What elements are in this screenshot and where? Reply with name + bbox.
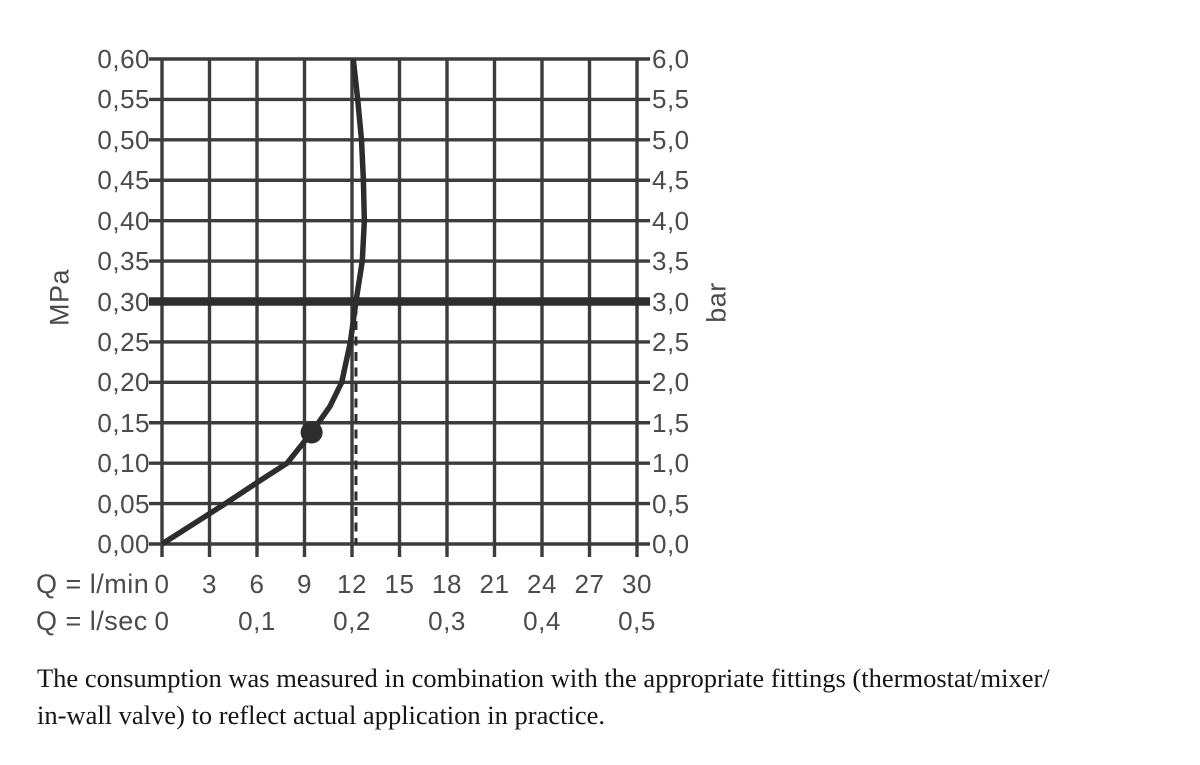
x-axis-lmin-tick-label: 21	[479, 569, 510, 599]
y-axis-right-tick-label: 3,5	[652, 246, 690, 277]
y-axis-left-tick-label: 0,35	[97, 246, 150, 277]
y-axis-right-tick-label: 5,5	[652, 84, 690, 115]
x-axis-lsec-tick-label: 0,3	[428, 606, 466, 636]
caption: The consumption was measured in combinat…	[37, 660, 1187, 734]
y-axis-right-tick-label: 4,0	[652, 205, 690, 236]
y-axis-right-tick-label: 1,0	[652, 448, 690, 479]
y-axis-left-tick-label: 0,10	[97, 448, 150, 479]
y-axis-left-tick-label: 0,45	[97, 165, 150, 196]
y-axis-left-tick-label: 0,00	[97, 529, 150, 559]
y-axis-right-tick-label: 0,0	[652, 529, 690, 559]
y-axis-right-tick-label: 0,5	[652, 488, 690, 519]
y-axis-left-tick-label: 0,40	[97, 205, 150, 236]
y-axis-left-tick-label: 0,30	[97, 286, 150, 317]
y-axis-right-unit-label: bar	[701, 282, 732, 323]
y-axis-right-tick-label: 2,0	[652, 367, 690, 398]
y-axis-left-tick-label: 0,20	[97, 367, 150, 398]
x-axis-lmin-tick-label: 12	[337, 569, 367, 599]
y-axis-left-tick-label: 0,05	[97, 488, 150, 519]
x-axis-lmin-tick-label: 27	[574, 569, 605, 599]
y-axis-right-tick-label: 1,5	[652, 407, 690, 438]
x-axis-lmin-tick-label: 15	[384, 569, 415, 599]
y-axis-right-tick-label: 3,0	[652, 286, 690, 317]
x-axis-lsec-tick-label: 0,5	[618, 606, 656, 636]
x-axis-lsec-tick-label: 0,4	[523, 606, 561, 636]
x-axis-lsec-tick-label: 0,2	[333, 606, 371, 636]
x-axis-lmin-tick-label: 24	[527, 569, 557, 599]
y-axis-left-tick-label: 0,15	[97, 407, 150, 438]
x-axis-lmin-tick-label: 6	[249, 569, 265, 599]
x-axis-lmin-tick-label: 18	[432, 569, 462, 599]
y-axis-right-tick-label: 5,0	[652, 124, 690, 155]
caption-line-1: The consumption was measured in combinat…	[37, 663, 1050, 693]
y-axis-right-tick-label: 4,5	[652, 165, 690, 196]
x-axis-lmin-tick-label: 0	[154, 569, 170, 599]
y-axis-left-tick-label: 0,60	[97, 44, 150, 74]
x-axis-lmin-tick-label: 9	[297, 569, 312, 599]
x-axis-lsec-tick-label: 0	[154, 606, 170, 636]
x-axis-lmin-tick-label: 30	[622, 569, 652, 599]
x-axis-lsec-row-label: Q = l/sec	[36, 606, 148, 636]
flow-curve	[160, 58, 368, 547]
x-axis-lmin-row-label: Q = l/min	[36, 569, 150, 599]
y-axis-right-tick-label: 6,0	[652, 44, 690, 74]
y-axis-left-tick-label: 0,55	[97, 84, 150, 115]
y-axis-left-tick-label: 0,25	[97, 326, 150, 357]
x-axis-lmin-tick-label: 3	[202, 569, 217, 599]
caption-line-2: in-wall valve) to reflect actual applica…	[37, 700, 606, 730]
y-axis-left-unit-label: MPa	[44, 268, 75, 327]
y-axis-left-tick-label: 0,50	[97, 124, 150, 155]
y-axis-right-tick-label: 2,5	[652, 326, 690, 357]
x-axis-lsec-tick-label: 0,1	[238, 606, 276, 636]
measurement-point-marker	[300, 421, 323, 444]
